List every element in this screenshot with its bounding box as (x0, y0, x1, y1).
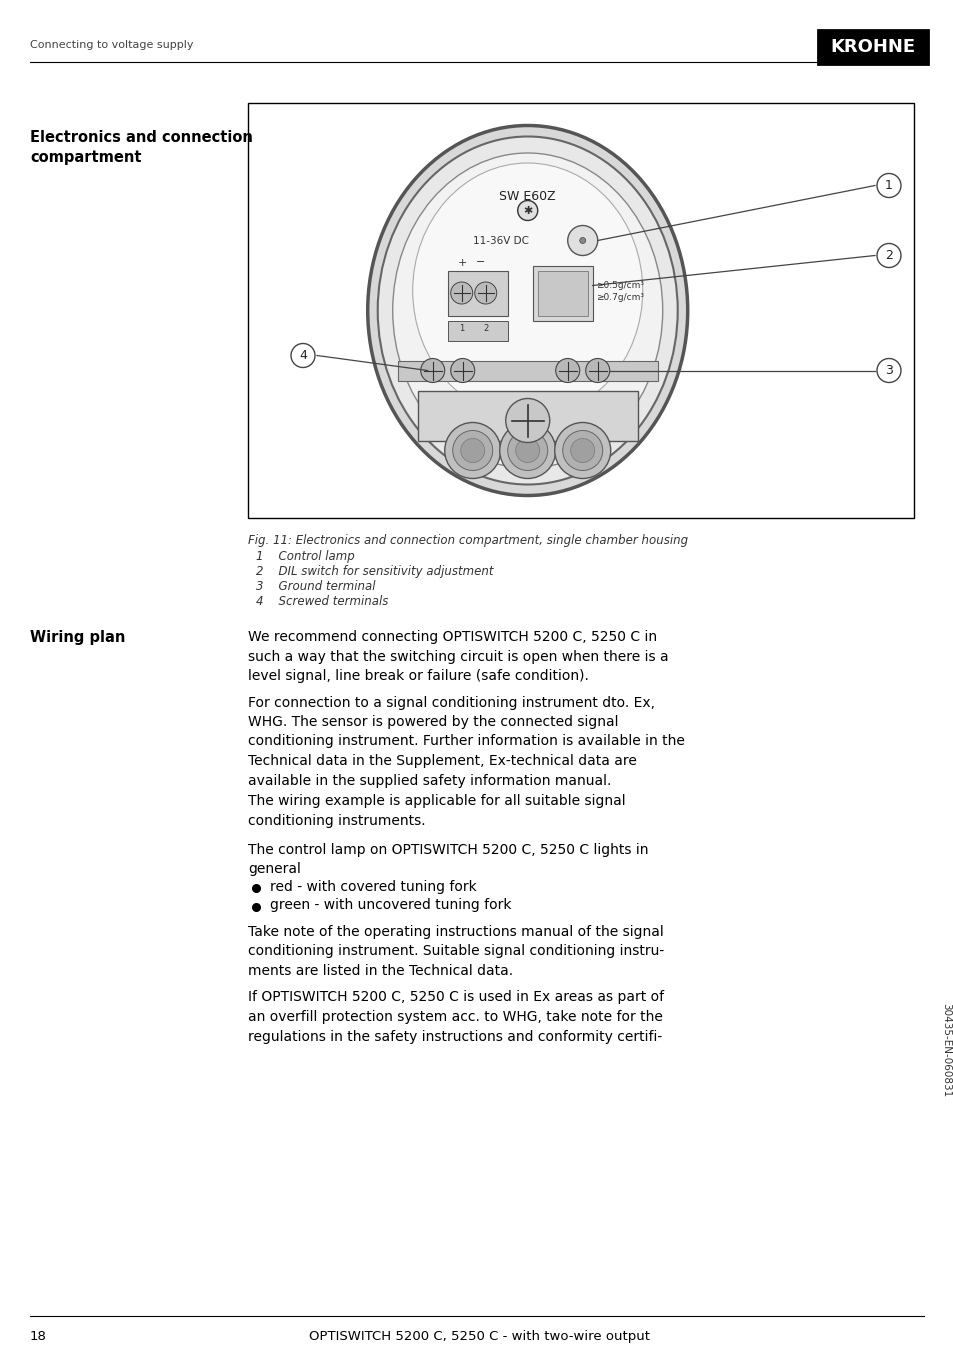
Text: 4: 4 (298, 349, 307, 362)
Text: 1: 1 (458, 324, 464, 333)
Text: red - with covered tuning fork: red - with covered tuning fork (270, 880, 476, 894)
Text: ≥0.7g/cm³: ≥0.7g/cm³ (595, 293, 643, 303)
Text: green - with uncovered tuning fork: green - with uncovered tuning fork (270, 899, 511, 913)
Circle shape (450, 358, 475, 383)
Circle shape (876, 243, 900, 268)
Text: Electronics and connection
compartment: Electronics and connection compartment (30, 130, 253, 165)
Circle shape (570, 438, 594, 462)
Circle shape (505, 399, 549, 442)
Text: OPTISWITCH 5200 C, 5250 C - with two-wire output: OPTISWITCH 5200 C, 5250 C - with two-wir… (309, 1330, 650, 1343)
Text: The control lamp on OPTISWITCH 5200 C, 5250 C lights in
general: The control lamp on OPTISWITCH 5200 C, 5… (248, 844, 648, 876)
Circle shape (450, 283, 473, 304)
Circle shape (420, 358, 444, 383)
Bar (417, 391, 637, 441)
Circle shape (499, 422, 556, 479)
Ellipse shape (377, 137, 677, 484)
Text: 30435-EN-060831: 30435-EN-060831 (940, 1003, 950, 1096)
Text: For connection to a signal conditioning instrument dto. Ex,
WHG. The sensor is p: For connection to a signal conditioning … (248, 695, 684, 787)
Text: −: − (476, 257, 484, 268)
Circle shape (516, 438, 539, 462)
Text: Take note of the operating instructions manual of the signal
conditioning instru: Take note of the operating instructions … (248, 925, 663, 977)
Circle shape (556, 358, 579, 383)
Text: Fig. 11: Electronics and connection compartment, single chamber housing: Fig. 11: Electronics and connection comp… (248, 534, 687, 548)
Bar (532, 265, 592, 320)
Text: 1    Control lamp: 1 Control lamp (255, 550, 355, 562)
Text: 3: 3 (884, 364, 892, 377)
Circle shape (585, 358, 609, 383)
Circle shape (444, 422, 500, 479)
Text: 2    DIL switch for sensitivity adjustment: 2 DIL switch for sensitivity adjustment (255, 565, 493, 579)
Circle shape (507, 430, 547, 470)
Text: 1: 1 (884, 178, 892, 192)
Ellipse shape (367, 126, 687, 495)
Circle shape (291, 343, 314, 368)
Text: Wiring plan: Wiring plan (30, 630, 125, 645)
Circle shape (453, 430, 492, 470)
Text: ≥0.5g/cm³: ≥0.5g/cm³ (595, 280, 643, 289)
Bar (397, 361, 657, 380)
Text: KROHNE: KROHNE (829, 38, 915, 55)
Text: Connecting to voltage supply: Connecting to voltage supply (30, 41, 193, 50)
Text: +: + (457, 257, 467, 268)
Bar (447, 270, 507, 315)
Bar (817, 30, 927, 64)
Circle shape (562, 430, 602, 470)
Text: We recommend connecting OPTISWITCH 5200 C, 5250 C in
such a way that the switchi: We recommend connecting OPTISWITCH 5200 … (248, 630, 668, 683)
Text: 2: 2 (482, 324, 488, 333)
Text: 18: 18 (30, 1330, 47, 1343)
Ellipse shape (413, 164, 642, 418)
Text: 4    Screwed terminals: 4 Screwed terminals (255, 595, 388, 608)
Text: 11-36V DC: 11-36V DC (473, 235, 528, 246)
Circle shape (460, 438, 484, 462)
Text: If OPTISWITCH 5200 C, 5250 C is used in Ex areas as part of
an overfill protecti: If OPTISWITCH 5200 C, 5250 C is used in … (248, 991, 663, 1044)
Circle shape (876, 173, 900, 197)
Bar (447, 320, 507, 341)
Circle shape (567, 226, 598, 256)
Text: SW E60Z: SW E60Z (498, 191, 556, 204)
Circle shape (876, 358, 900, 383)
Bar (537, 270, 587, 315)
Text: 3    Ground terminal: 3 Ground terminal (255, 580, 375, 594)
Circle shape (475, 283, 497, 304)
Bar (248, 103, 913, 518)
Text: 2: 2 (884, 249, 892, 262)
Circle shape (517, 200, 537, 220)
Text: The wiring example is applicable for all suitable signal
conditioning instrument: The wiring example is applicable for all… (248, 794, 625, 827)
Circle shape (554, 422, 610, 479)
Ellipse shape (393, 153, 662, 468)
Circle shape (579, 238, 585, 243)
Text: ✱: ✱ (522, 206, 532, 215)
